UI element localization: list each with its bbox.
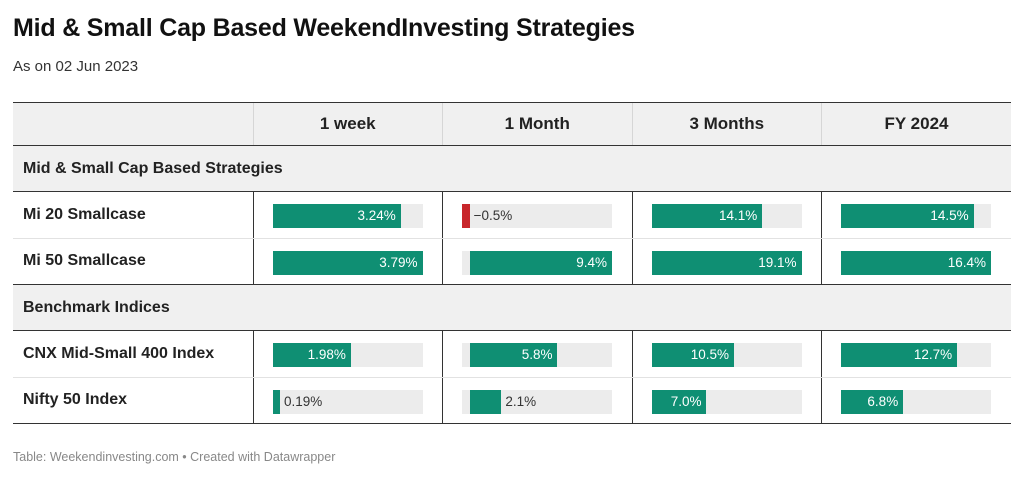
bar-fill	[651, 389, 707, 414]
bar-value-label: 14.1%	[718, 208, 758, 223]
bar-track: 14.5%	[841, 204, 991, 228]
bar-track: 10.5%	[651, 343, 802, 367]
bar-fill	[651, 204, 763, 228]
value-cell: 5.8%	[442, 330, 632, 378]
bar-fill	[841, 204, 974, 228]
value-cell: 16.4%	[821, 238, 1011, 285]
column-header-1-month[interactable]: 1 Month	[442, 102, 632, 146]
table-row: Mi 20 Smallcase 3.24% −0.5% 14.1% 14.5%	[13, 191, 1011, 239]
bar-track: 1.98%	[272, 343, 423, 367]
value-cell: 2.1%	[442, 377, 632, 424]
row-label: Nifty 50 Index	[13, 377, 253, 424]
bar-track: 9.4%	[462, 250, 612, 275]
value-cell: 14.5%	[821, 191, 1011, 239]
group-title: Benchmark Indices	[13, 284, 1011, 331]
table-row: Nifty 50 Index 0.19% 2.1% 7.0% 6.8%	[13, 377, 1011, 424]
bar-fill	[272, 204, 401, 228]
bar-track: 7.0%	[651, 389, 802, 414]
bar-value-label: 0.19%	[284, 393, 323, 409]
header-row: 1 week 1 Month 3 Months FY 2024	[13, 102, 1011, 146]
value-cell: 19.1%	[631, 238, 822, 285]
bar-value-label: 1.98%	[307, 347, 346, 362]
bar-fill	[841, 250, 991, 275]
column-header-1-week[interactable]: 1 week	[252, 102, 443, 146]
table-body: Mid & Small Cap Based Strategies Mi 20 Sm…	[13, 145, 1011, 424]
bar-value-label: 19.1%	[758, 254, 797, 270]
bar-value-label: 5.8%	[521, 347, 553, 362]
source-footer: Table: Weekendinvesting.com • Created wi…	[13, 450, 336, 464]
bar-fill	[272, 250, 423, 275]
bar-fill	[651, 343, 734, 367]
header-label-cell	[13, 102, 253, 146]
bar-value-label: 14.5%	[930, 208, 969, 223]
bar-value-label: 12.7%	[913, 347, 953, 362]
group-row: Benchmark Indices	[13, 284, 1011, 331]
bar-value-label: 6.8%	[867, 393, 899, 409]
value-cell: 9.4%	[442, 238, 632, 285]
bar-track: 3.79%	[272, 250, 423, 275]
bar-track: −0.5%	[462, 204, 612, 228]
row-label: Mi 20 Smallcase	[13, 191, 253, 239]
bar-value-label: 16.4%	[947, 254, 986, 270]
bar-track: 16.4%	[841, 250, 991, 275]
value-cell: 0.19%	[252, 377, 443, 424]
value-cell: 12.7%	[821, 330, 1011, 378]
page-subtitle: As on 02 Jun 2023	[13, 58, 139, 75]
bar-value-label: −0.5%	[473, 208, 513, 223]
value-cell: −0.5%	[442, 191, 632, 239]
bar-fill	[841, 343, 958, 367]
column-header-3-months[interactable]: 3 Months	[631, 102, 822, 146]
value-cell: 3.79%	[252, 238, 443, 285]
table-row: CNX Mid-Small 400 Index 1.98% 5.8% 10.5% 12.…	[13, 330, 1011, 378]
column-header-fy-2024[interactable]: FY 2024	[821, 102, 1011, 146]
bar-fill	[469, 250, 612, 275]
value-cell: 14.1%	[631, 191, 822, 239]
value-cell: 7.0%	[631, 377, 822, 424]
bar-track: 6.8%	[841, 389, 991, 414]
row-label: Mi 50 Smallcase	[13, 238, 253, 285]
bar-value-label: 3.79%	[379, 254, 418, 270]
group-title: Mid & Small Cap Based Strategies	[13, 145, 1011, 192]
bar-track: 2.1%	[462, 389, 612, 414]
bar-value-label: 3.24%	[357, 208, 396, 223]
bar-fill	[272, 389, 281, 414]
bar-fill	[651, 250, 802, 275]
bar-fill	[469, 343, 558, 367]
bar-track: 19.1%	[651, 250, 802, 275]
group-row: Mid & Small Cap Based Strategies	[13, 145, 1011, 192]
bar-value-label: 10.5%	[690, 347, 729, 362]
value-cell: 1.98%	[252, 330, 443, 378]
bar-track: 0.19%	[272, 389, 423, 414]
page-title: Mid & Small Cap Based WeekendInvesting S…	[13, 14, 635, 42]
value-cell: 6.8%	[821, 377, 1011, 424]
row-label: CNX Mid-Small 400 Index	[13, 330, 253, 378]
bar-fill	[469, 389, 502, 414]
value-cell: 3.24%	[252, 191, 443, 239]
bar-track: 5.8%	[462, 343, 612, 367]
bar-value-label: 9.4%	[576, 254, 607, 270]
bar-fill	[841, 389, 904, 414]
bar-track: 3.24%	[272, 204, 423, 228]
performance-table: 1 week 1 Month 3 Months FY 2024 Mid & Sm…	[13, 102, 1011, 424]
table-row: Mi 50 Smallcase 3.79% 9.4% 19.1% 16.4%	[13, 238, 1011, 285]
bar-value-label: 7.0%	[670, 393, 702, 409]
bar-fill	[272, 343, 351, 367]
bar-track: 12.7%	[841, 343, 991, 367]
value-cell: 10.5%	[631, 330, 822, 378]
bar-value-label: 2.1%	[505, 393, 537, 409]
bar-track: 14.1%	[651, 204, 802, 228]
bar-fill	[462, 204, 470, 228]
